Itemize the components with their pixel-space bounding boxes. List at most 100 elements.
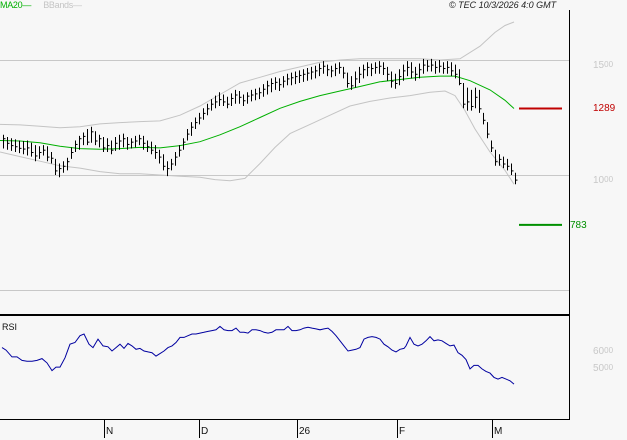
x-axis-ticks	[104, 420, 493, 438]
ohlc-bar	[411, 62, 414, 79]
ohlc-bar	[323, 61, 326, 74]
ohlc-bar	[387, 66, 390, 81]
ohlc-bar	[339, 62, 342, 74]
ohlc-bar	[355, 71, 358, 88]
ohlc-bar	[107, 138, 110, 152]
ohlc-bar	[307, 68, 310, 81]
copyright-timestamp: © TEC 10/3/2026 4:0 GMT	[449, 0, 557, 10]
ohlc-bar	[27, 140, 30, 156]
ohlc-bar	[71, 147, 74, 159]
ohlc-bar	[371, 63, 374, 77]
level-lines	[519, 107, 562, 226]
ohlc-bar	[31, 142, 34, 157]
ohlc-bar	[207, 103, 210, 116]
ohlc-bar	[75, 140, 78, 152]
ohlc-bar	[507, 158, 510, 171]
ohlc-bar	[379, 61, 382, 74]
ohlc-bar	[483, 112, 486, 125]
ohlc-bar	[311, 66, 314, 80]
ohlc-bar	[351, 76, 354, 90]
ohlc-bar	[259, 87, 262, 100]
ohlc-bar	[283, 76, 286, 88]
ohlc-bar	[139, 134, 142, 146]
ohlc-bar	[115, 137, 118, 151]
ohlc-bar	[43, 145, 46, 156]
y-label-1500: 1500	[593, 60, 614, 71]
ohlc-bar	[479, 89, 482, 113]
ohlc-bar	[515, 172, 518, 185]
ohlc-bar	[471, 89, 474, 111]
ohlc-bar	[423, 58, 426, 74]
ohlc-bar	[171, 158, 174, 171]
ohlc-bar	[111, 140, 114, 155]
ohlc-bar	[91, 126, 94, 143]
ohlc-bar	[315, 65, 318, 79]
ohlc-bar	[87, 129, 90, 146]
ohlc-bar	[347, 72, 350, 88]
ohlc-bar	[435, 61, 438, 74]
ohlc-bar	[279, 78, 282, 92]
ohlc-bar	[183, 138, 186, 150]
ohlc-bar	[343, 66, 346, 79]
ma20-line	[0, 75, 515, 150]
ohlc-bar	[243, 94, 246, 106]
level-label-resistance: 1289	[593, 103, 616, 114]
ohlc-bar	[63, 161, 66, 173]
rsi-polyline	[1, 325, 515, 385]
ma20-polyline	[0, 75, 515, 150]
bband-line	[0, 90, 515, 185]
ohlc-bar	[439, 60, 442, 73]
ohlc-bars	[3, 58, 518, 185]
ohlc-bar	[15, 139, 18, 152]
ohlc-bar	[511, 163, 514, 175]
bband-line	[0, 21, 515, 129]
ohlc-bar	[215, 95, 218, 109]
y-label-1000: 1000	[593, 175, 614, 186]
ohlc-bar	[451, 62, 454, 77]
ohlc-bar	[255, 88, 258, 101]
ohlc-bar	[159, 149, 162, 164]
ohlc-bar	[287, 73, 290, 86]
ohlc-bar	[399, 69, 402, 86]
ohlc-bar	[447, 61, 450, 74]
ohlc-bar	[443, 62, 446, 74]
ohlc-bar	[151, 141, 154, 155]
ohlc-bar	[23, 140, 26, 155]
ohlc-bar	[335, 63, 338, 77]
ohlc-bar	[211, 99, 214, 111]
ohlc-bar	[487, 122, 490, 139]
ohlc-bar	[367, 62, 370, 77]
ohlc-bar	[135, 135, 138, 148]
bollinger-bands	[0, 21, 515, 185]
ohlc-bar	[415, 66, 418, 81]
ohlc-bar	[295, 71, 298, 85]
ohlc-bar	[463, 83, 466, 109]
ohlc-bar	[427, 60, 430, 72]
ohlc-bar	[403, 64, 406, 81]
ohlc-bar	[235, 89, 238, 104]
ohlc-bar	[467, 87, 470, 111]
chart-legend: MA20— BBands—	[0, 0, 82, 11]
legend-ma20: MA20—	[0, 0, 32, 10]
ohlc-bar	[407, 61, 410, 77]
ohlc-bar	[363, 64, 366, 79]
ohlc-bar	[35, 145, 38, 162]
x-label-mar: M	[494, 426, 503, 437]
ohlc-bar	[163, 154, 166, 171]
ohlc-bar	[79, 135, 82, 150]
x-label-dec: D	[201, 426, 209, 437]
x-label-nov: N	[106, 426, 114, 437]
ohlc-bar	[239, 91, 242, 104]
ohlc-bar	[7, 137, 10, 150]
legend-bbands: BBands—	[43, 0, 82, 10]
level-label-support: 783	[570, 220, 587, 231]
ohlc-bar	[167, 161, 170, 177]
ohlc-bar	[199, 112, 202, 125]
x-label-2026: 26	[299, 426, 311, 437]
ohlc-bar	[155, 145, 158, 159]
ohlc-bar	[147, 140, 150, 152]
ohlc-bar	[431, 58, 434, 72]
ohlc-bar	[19, 140, 22, 154]
ohlc-bar	[247, 92, 250, 104]
ohlc-bar	[51, 152, 54, 164]
